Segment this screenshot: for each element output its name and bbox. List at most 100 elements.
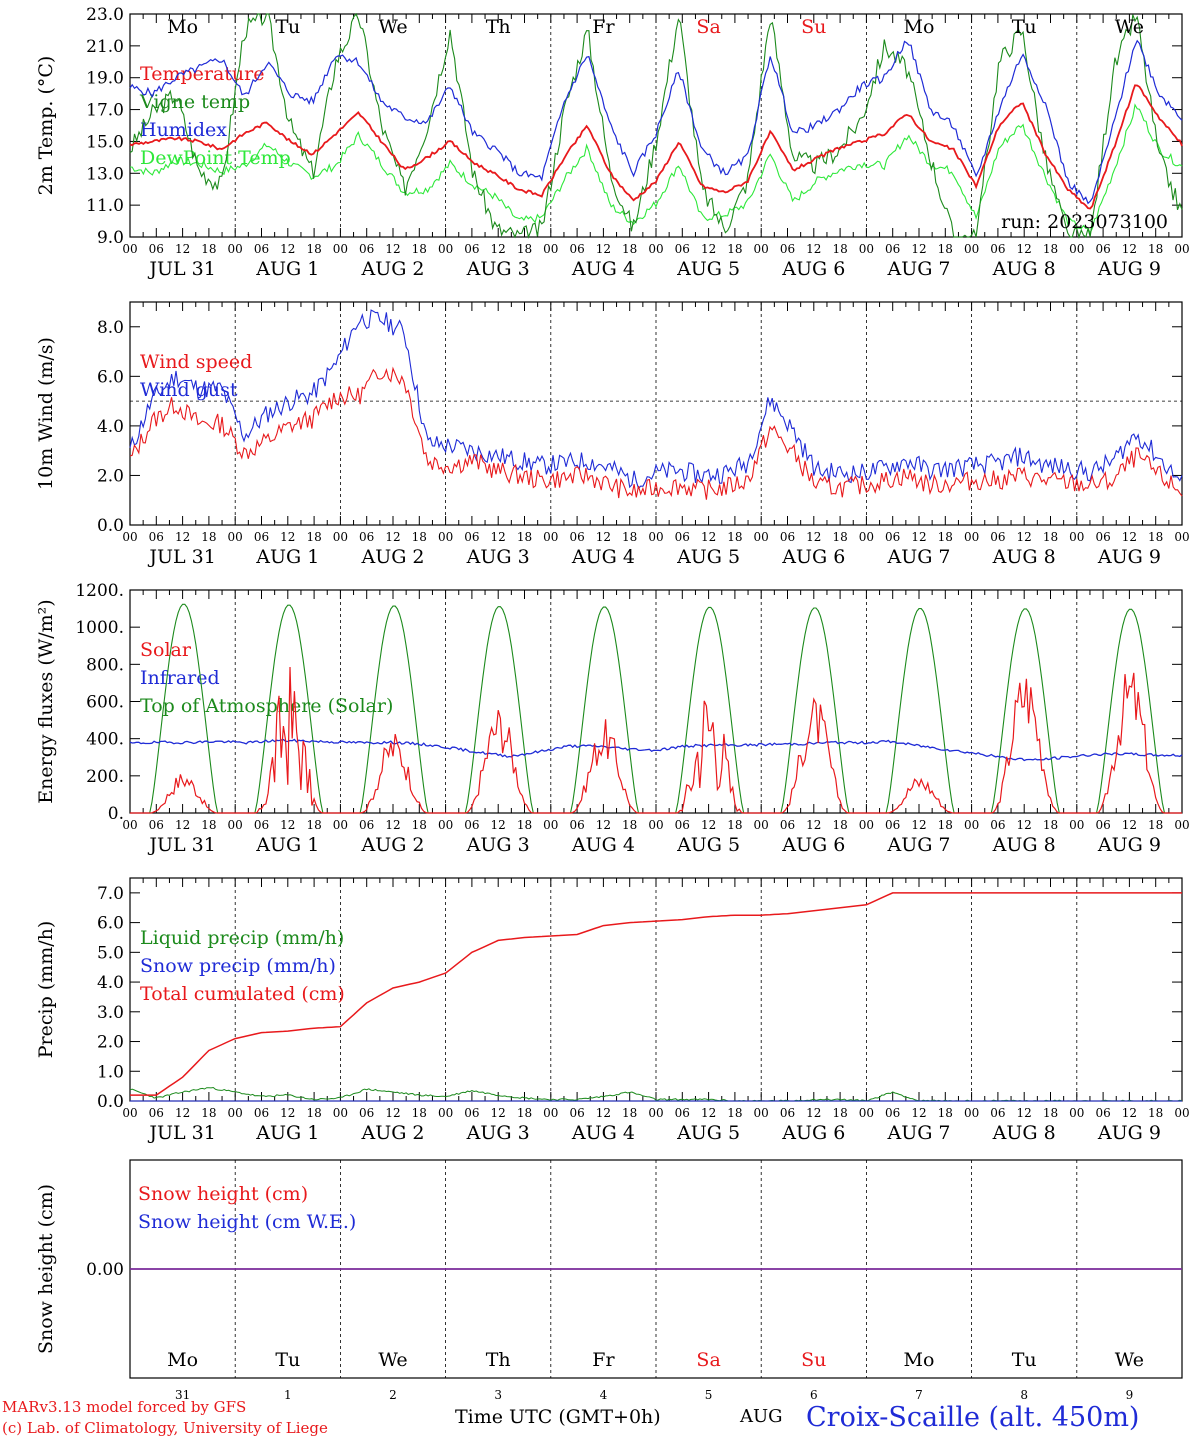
series-solar [130, 666, 1182, 814]
y-tick-label: 2.0 [97, 1033, 124, 1053]
y-axis-label: Snow height (cm) [35, 1184, 57, 1354]
day-number: 3 [494, 1388, 502, 1402]
hour-tick-label: 00 [1174, 530, 1189, 544]
hour-tick-label: 06 [675, 1106, 690, 1120]
hour-tick-label: 12 [806, 818, 821, 832]
hour-tick-label: 06 [359, 242, 374, 256]
hour-tick-label: 12 [1122, 1106, 1137, 1120]
hour-tick-label: 00 [754, 818, 769, 832]
weekday-label: Th [486, 16, 511, 38]
hour-tick-label: 18 [201, 818, 216, 832]
hour-tick-label: 06 [990, 242, 1005, 256]
date-label: AUG 9 [1097, 834, 1161, 856]
y-tick-label: 17.0 [86, 101, 124, 121]
weekday-label: We [1115, 1349, 1144, 1371]
y-tick-label: 1.0 [97, 1062, 124, 1082]
hour-tick-label: 00 [754, 242, 769, 256]
hour-tick-label: 12 [491, 818, 506, 832]
hour-tick-label: 06 [675, 242, 690, 256]
weekday-label: Mo [904, 1349, 935, 1371]
hour-tick-label: 00 [228, 818, 243, 832]
hour-tick-label: 18 [1043, 1106, 1058, 1120]
hour-tick-label: 06 [149, 242, 164, 256]
hour-tick-label: 18 [517, 818, 532, 832]
hour-tick-label: 18 [517, 1106, 532, 1120]
hour-tick-label: 06 [569, 530, 584, 544]
series-humidex [129, 39, 1183, 205]
day-number: 5 [705, 1388, 713, 1402]
date-label: AUG 8 [992, 258, 1056, 280]
date-label: AUG 5 [676, 1122, 740, 1144]
y-tick-label: 6.0 [97, 367, 124, 387]
hour-tick-label: 18 [1043, 242, 1058, 256]
series-wind-speed [129, 366, 1183, 500]
hour-tick-label: 12 [175, 818, 190, 832]
y-tick-label: 0. [108, 804, 124, 824]
legend-entry: DewPoint Temp [140, 147, 291, 169]
y-tick-label: 1200. [75, 581, 124, 601]
date-label: AUG 4 [571, 258, 635, 280]
hour-tick-label: 18 [622, 818, 637, 832]
hour-tick-label: 00 [543, 530, 558, 544]
date-label: JUL 31 [147, 546, 215, 568]
y-tick-label: 0.00 [86, 1260, 124, 1280]
hour-tick-label: 00 [333, 530, 348, 544]
hour-tick-label: 06 [569, 1106, 584, 1120]
series-liquid-precip [129, 1086, 1183, 1102]
date-label: AUG 3 [466, 546, 530, 568]
y-tick-label: 21.0 [86, 37, 124, 57]
weekday-label: Tu [1012, 1349, 1037, 1371]
series-total-cumulated [130, 892, 1182, 1096]
date-label: AUG 7 [886, 258, 950, 280]
hour-tick-label: 00 [648, 1106, 663, 1120]
hour-tick-label: 06 [254, 1106, 269, 1120]
hour-tick-label: 00 [754, 1106, 769, 1120]
y-tick-label: 8.0 [97, 318, 124, 338]
hour-tick-label: 12 [385, 530, 400, 544]
hour-tick-label: 00 [1174, 1106, 1189, 1120]
y-tick-label: 23.0 [86, 5, 124, 25]
hour-tick-label: 00 [438, 530, 453, 544]
date-label: AUG 8 [992, 546, 1056, 568]
hour-tick-label: 00 [1069, 818, 1084, 832]
hour-tick-label: 06 [885, 818, 900, 832]
hour-tick-label: 12 [175, 530, 190, 544]
date-label: AUG 8 [992, 834, 1056, 856]
date-label: JUL 31 [147, 834, 215, 856]
hour-tick-label: 06 [780, 530, 795, 544]
day-number: 4 [600, 1388, 608, 1402]
day-number: 31 [175, 1388, 190, 1402]
date-label: AUG 6 [781, 258, 845, 280]
model-credit: MARv3.13 model forced by GFS [2, 1398, 247, 1416]
hour-tick-label: 06 [569, 818, 584, 832]
hour-tick-label: 06 [149, 530, 164, 544]
legend-entry: Total cumulated (cm) [140, 983, 345, 1005]
hour-tick-label: 00 [1069, 242, 1084, 256]
y-tick-label: 6.0 [97, 914, 124, 934]
hour-tick-label: 12 [701, 818, 716, 832]
weekday-label: Fr [592, 16, 615, 38]
hour-tick-label: 18 [727, 242, 742, 256]
date-label: AUG 3 [466, 1122, 530, 1144]
hour-tick-label: 12 [911, 530, 926, 544]
hour-tick-label: 18 [1043, 818, 1058, 832]
y-tick-label: 1000. [75, 618, 124, 638]
hour-tick-label: 18 [832, 818, 847, 832]
hour-tick-label: 18 [622, 530, 637, 544]
hour-tick-label: 00 [122, 242, 137, 256]
hour-tick-label: 18 [1148, 818, 1163, 832]
hour-tick-label: 12 [596, 1106, 611, 1120]
hour-tick-label: 06 [464, 1106, 479, 1120]
legend-entry: Vigne temp [139, 91, 250, 113]
hour-tick-label: 12 [911, 242, 926, 256]
hour-tick-label: 12 [1122, 530, 1137, 544]
hour-tick-label: 12 [1122, 818, 1137, 832]
y-tick-label: 800. [86, 655, 124, 675]
y-tick-label: 4.0 [97, 973, 124, 993]
day-number: 2 [389, 1388, 397, 1402]
hour-tick-label: 18 [517, 530, 532, 544]
hour-tick-label: 12 [701, 242, 716, 256]
y-tick-label: 9.0 [97, 228, 124, 248]
y-axis-label: 10m Wind (m/s) [35, 337, 57, 490]
hour-tick-label: 00 [228, 242, 243, 256]
